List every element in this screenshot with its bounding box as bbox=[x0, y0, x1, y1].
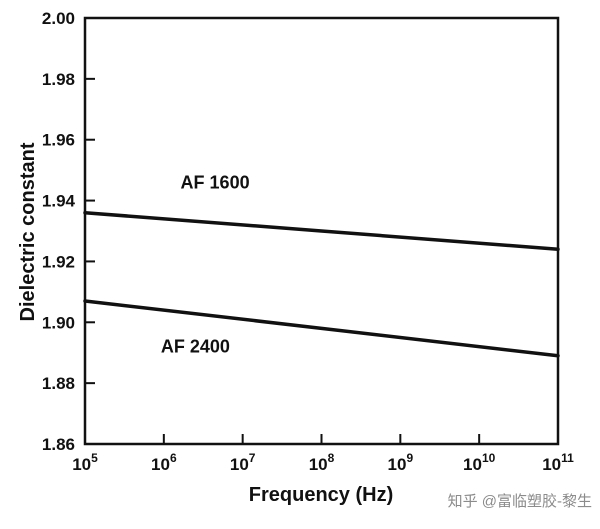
x-tick-label: 108 bbox=[309, 451, 335, 474]
watermark: 知乎 @富临塑胶-黎生 bbox=[447, 493, 592, 510]
x-tick-label: 107 bbox=[230, 451, 256, 474]
x-tick-label: 109 bbox=[388, 451, 414, 474]
x-tick-label: 106 bbox=[151, 451, 177, 474]
x-tick-label: 1011 bbox=[542, 451, 574, 474]
y-tick-label: 1.96 bbox=[42, 131, 75, 150]
series-line-af-2400 bbox=[83, 299, 560, 358]
x-tick-label: 105 bbox=[72, 451, 98, 474]
y-tick-label: 1.94 bbox=[42, 192, 76, 211]
series-line-af-1600 bbox=[83, 210, 560, 252]
y-tick-label: 1.86 bbox=[42, 435, 75, 454]
series-label: AF 2400 bbox=[161, 337, 230, 357]
y-axis-title: Dielectric constant bbox=[17, 142, 39, 321]
y-tick-label: 1.92 bbox=[42, 252, 75, 271]
y-tick-label: 1.98 bbox=[42, 70, 75, 89]
line-chart: Dielectric constant Frequency (Hz) 1.861… bbox=[17, 9, 574, 506]
x-axis-title: Frequency (Hz) bbox=[249, 484, 393, 506]
y-tick-label: 1.88 bbox=[42, 374, 75, 393]
y-tick-label: 2.00 bbox=[42, 9, 75, 28]
y-tick-label: 1.90 bbox=[42, 313, 75, 332]
plot-border bbox=[83, 16, 560, 446]
x-tick-label: 1010 bbox=[463, 451, 496, 474]
series-label: AF 1600 bbox=[181, 172, 250, 192]
